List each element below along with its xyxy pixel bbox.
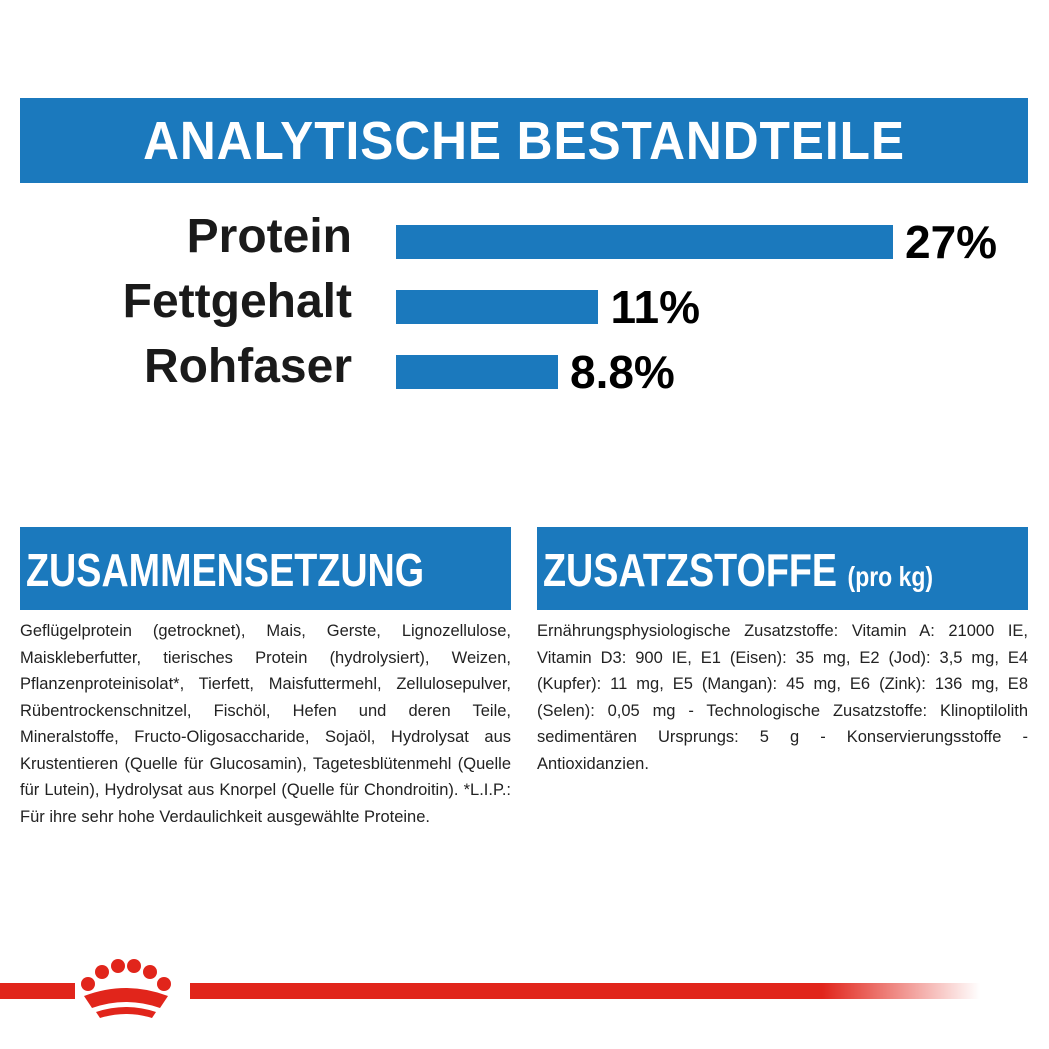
header-band: ANALYTISCHE BESTANDTEILE	[20, 98, 1028, 183]
bar	[396, 355, 558, 389]
additives-title: ZUSATZSTOFFE	[543, 544, 838, 596]
header-title: ANALYTISCHE BESTANDTEILE	[143, 111, 905, 171]
composition-title: ZUSAMMENSETZUNG	[26, 544, 425, 596]
composition-text: Geflügelprotein (getrocknet), Mais, Gers…	[20, 622, 511, 826]
category-label: Rohfaser	[143, 340, 352, 393]
bar	[396, 290, 599, 324]
category-label: Fettgehalt	[122, 275, 352, 328]
composition-header: ZUSAMMENSETZUNG	[20, 527, 511, 610]
additives-title-note: (pro kg)	[847, 561, 934, 592]
value-label: 27%	[905, 216, 998, 268]
value-label: 11%	[610, 281, 700, 333]
footer-line	[190, 983, 980, 999]
value-label: 8.8%	[569, 346, 675, 398]
footer-line	[0, 983, 75, 999]
crown-logo	[81, 959, 171, 1018]
category-label: Protein	[186, 210, 352, 263]
additives-header: ZUSATZSTOFFE (pro kg)	[537, 527, 1028, 610]
bar	[396, 225, 893, 259]
additives-text: Ernährungsphysiologische Zusatzstoffe: V…	[537, 622, 1028, 773]
footer-logo	[0, 959, 980, 1018]
additives-title-wrap: ZUSATZSTOFFE (pro kg)	[543, 543, 933, 597]
